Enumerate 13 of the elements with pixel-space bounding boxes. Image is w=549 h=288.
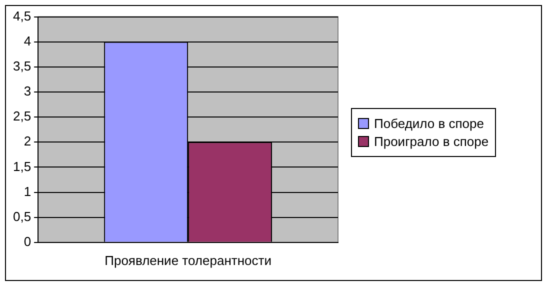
- x-tick-label: Проявление толерантности: [104, 252, 272, 268]
- y-tick-label: 0: [24, 234, 32, 249]
- y-tick-label: 1,5: [12, 158, 32, 174]
- legend-label: Проиграло в споре: [374, 134, 489, 149]
- y-tick-label: 4: [24, 33, 32, 48]
- legend-label: Победило в споре: [374, 116, 484, 131]
- y-tick-label: 2,5: [12, 108, 32, 124]
- y-tick-label: 2: [24, 134, 32, 149]
- y-tick-label: 3,5: [12, 58, 32, 74]
- y-tick-label: 3: [24, 84, 32, 99]
- y-tick-label: 1: [24, 184, 32, 199]
- y-tick-label: 4,5: [12, 8, 32, 24]
- y-tick-label: 0,5: [12, 208, 32, 224]
